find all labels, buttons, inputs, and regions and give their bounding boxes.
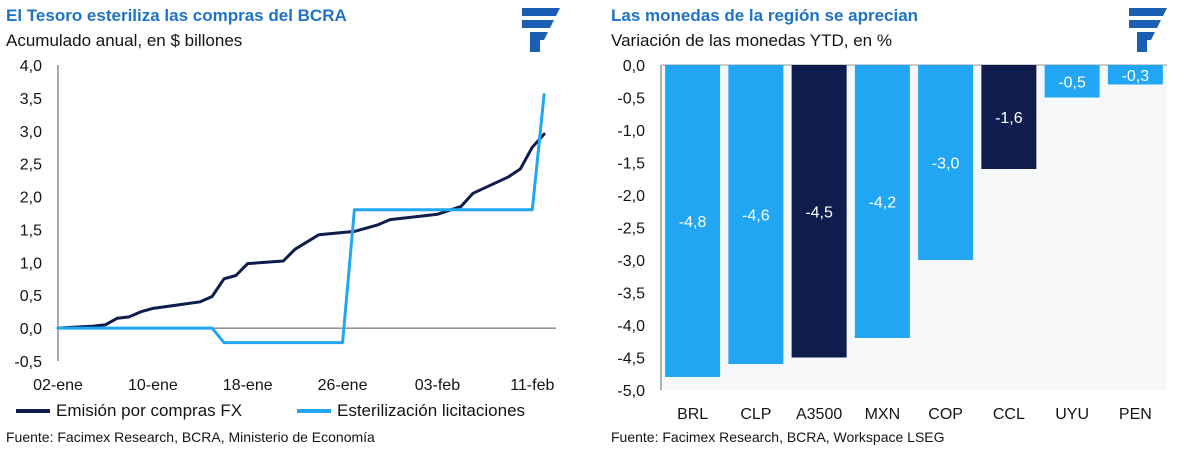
legend-item-esterilizacion: Esterilización licitaciones (297, 401, 525, 421)
y-tick-label: -3,0 (617, 253, 645, 270)
bar (981, 65, 1037, 169)
facimex-logo-icon-right (1129, 8, 1167, 52)
x-tick-label: CCL (993, 406, 1025, 423)
y-tick-label: -0,5 (617, 91, 645, 108)
x-tick-label: 03-feb (415, 377, 460, 394)
y-tick-label: 4,0 (20, 58, 42, 75)
series-line-esterilizacion (56, 93, 546, 345)
bar-value-label: -4,5 (805, 204, 833, 221)
x-tick-label: 02-ene (33, 377, 83, 394)
bar (791, 65, 847, 358)
y-tick-label: -0,5 (14, 354, 42, 371)
x-tick-label: MXN (865, 406, 901, 423)
left-chart-panel: El Tesoro esteriliza las compras del BCR… (0, 0, 590, 460)
y-tick-label: -1,5 (617, 156, 645, 173)
bar-value-label: -4,6 (742, 208, 770, 225)
right-chart-subtitle: Variación de las monedas YTD, en % (611, 31, 892, 50)
bar-value-label: -0,5 (1058, 74, 1086, 91)
bar-value-label: -4,2 (869, 195, 897, 212)
y-tick-label: 3,5 (20, 91, 42, 108)
bar-value-label: -3,0 (932, 156, 960, 173)
bar (728, 65, 784, 364)
y-tick-label: 2,0 (20, 190, 42, 207)
bar (665, 65, 721, 377)
y-tick-label: -2,0 (617, 188, 645, 205)
x-tick-label: 10-ene (128, 377, 178, 394)
legend-label-esterilizacion: Esterilización licitaciones (337, 401, 526, 420)
y-tick-label: 1,0 (20, 255, 42, 272)
y-tick-label: -2,5 (617, 221, 645, 238)
y-tick-label: 3,0 (20, 124, 42, 141)
y-tick-label: 0,0 (20, 321, 42, 338)
x-tick-label: A3500 (796, 406, 842, 423)
bar-chart: 0,0 -0,5 -1,0 -1,5 -2,0 -2,5 -3,0 -3,5 -4,0 -4,5 -… (617, 58, 1167, 423)
y-tick-label: -4,0 (617, 318, 645, 335)
left-chart-source: Fuente: Facimex Research, BCRA, Minister… (6, 429, 375, 445)
y-tick-label: 2,5 (20, 157, 42, 174)
y-tick-label: -1,0 (617, 123, 645, 140)
x-tick-label: CLP (740, 406, 771, 423)
y-tick-label: 1,5 (20, 222, 42, 239)
x-tick-label: BRL (677, 406, 708, 423)
left-chart-subtitle: Acumulado anual, en $ billones (6, 31, 243, 50)
x-tick-label: 26-ene (318, 377, 368, 394)
x-tick-label: PEN (1119, 406, 1152, 423)
legend-swatch-light-blue (297, 409, 331, 413)
y-tick-label: 0,5 (20, 288, 42, 305)
right-chart-source: Fuente: Facimex Research, BCRA, Workspac… (611, 429, 945, 445)
y-tick-label: -4,5 (617, 351, 645, 368)
right-chart-title: Las monedas de la región se aprecian (611, 6, 919, 25)
bar-value-label: -4,8 (679, 214, 707, 231)
y-tick-label: -3,5 (617, 286, 645, 303)
legend-label-emision: Emisión por compras FX (56, 401, 243, 420)
x-tick-label: 11-feb (510, 377, 554, 394)
series-line-emision (56, 132, 546, 330)
legend-item-emision: Emisión por compras FX (16, 401, 242, 421)
x-tick-label: COP (928, 406, 963, 423)
bar (854, 65, 910, 338)
facimex-logo-icon (522, 8, 560, 52)
legend-swatch-navy (16, 409, 50, 413)
bar (918, 65, 974, 260)
bar (1107, 65, 1163, 85)
bar (1044, 65, 1100, 98)
y-tick-label: -5,0 (617, 383, 645, 400)
right-chart-panel: Las monedas de la región se aprecian Var… (605, 0, 1200, 460)
y-tick-label: 0,0 (623, 58, 645, 75)
x-tick-label: UYU (1055, 406, 1089, 423)
line-chart: 4,0 3,5 3,0 2,5 2,0 1,5 1,0 0,5 0,0 -0,5 02-ene 10-… (14, 58, 556, 394)
left-chart-title: El Tesoro esteriliza las compras del BCR… (6, 6, 347, 25)
bar-value-label: -1,6 (995, 110, 1023, 127)
x-tick-label: 18-ene (223, 377, 273, 394)
bar-value-label: -0,3 (1122, 68, 1150, 85)
